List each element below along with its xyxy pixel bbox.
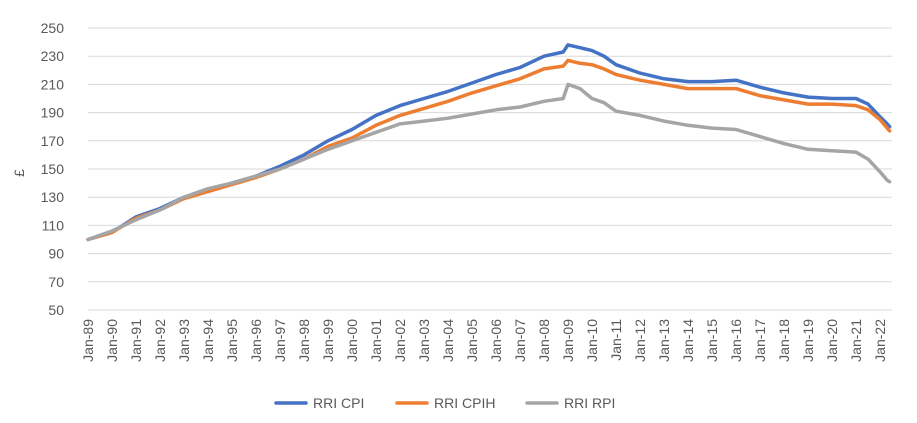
x-tick-label: Jan-14 — [680, 319, 696, 362]
x-tick-label: Jan-94 — [200, 319, 216, 362]
x-tick-label: Jan-04 — [440, 319, 456, 362]
x-tick-label: Jan-03 — [416, 319, 432, 362]
x-tick-label: Jan-08 — [536, 319, 552, 362]
y-tick-label: 70 — [48, 274, 64, 290]
series-line-rri-cpi — [86, 43, 892, 242]
y-tick-label: 150 — [41, 161, 65, 177]
y-tick-label: 130 — [41, 189, 65, 205]
x-tick-label: Jan-05 — [464, 319, 480, 362]
y-tick-label: 250 — [41, 20, 65, 36]
x-tick-label: Jan-98 — [296, 319, 312, 362]
x-tick-label: Jan-99 — [320, 319, 336, 362]
x-tick-label: Jan-97 — [272, 319, 288, 362]
x-tick-label: Jan-90 — [104, 319, 120, 362]
x-tick-label: Jan-10 — [584, 319, 600, 362]
legend: RRI CPI RRI CPIH RRI RPI — [274, 395, 615, 411]
x-tick-label: Jan-22 — [872, 319, 888, 362]
y-tick-label: 210 — [41, 76, 65, 92]
y-tick-label: 230 — [41, 48, 65, 64]
x-tick-label: Jan-21 — [848, 319, 864, 362]
x-tick-label: Jan-13 — [656, 319, 672, 362]
x-tick-label: Jan-17 — [752, 319, 768, 362]
y-tick-label: 90 — [48, 246, 64, 262]
series-line-rri-cpih — [86, 58, 892, 242]
y-tick-label: 50 — [48, 302, 64, 318]
series-lines — [86, 43, 892, 242]
x-tick-label: Jan-89 — [80, 319, 96, 362]
x-tick-label: Jan-20 — [824, 319, 840, 362]
series-line-rri-rpi — [86, 82, 892, 242]
x-tick-label: Jan-18 — [776, 319, 792, 362]
x-tick-label: Jan-02 — [392, 319, 408, 362]
y-axis-title: £ — [11, 169, 27, 177]
y-tick-label: 170 — [41, 133, 65, 149]
x-tick-label: Jan-12 — [632, 319, 648, 362]
y-tick-label: 110 — [42, 217, 65, 233]
x-tick-label: Jan-95 — [224, 319, 240, 362]
legend-label: RRI RPI — [564, 395, 615, 411]
x-tick-label: Jan-92 — [152, 319, 168, 362]
x-tick-label: Jan-01 — [368, 319, 384, 362]
x-axis-tick-labels: Jan-89 Jan-90 Jan-91 Jan-92 Jan-93 Jan-94 Jan-… — [80, 319, 888, 362]
y-tick-label: 190 — [41, 105, 65, 121]
x-tick-label: Jan-91 — [128, 319, 144, 362]
x-tick-label: Jan-15 — [704, 319, 720, 362]
legend-label: RRI CPI — [313, 395, 364, 411]
x-tick-label: Jan-19 — [800, 319, 816, 362]
x-tick-label: Jan-93 — [176, 319, 192, 362]
y-axis-tick-labels: 50 70 90 110 130 150 170 190 210 230 250 — [41, 20, 65, 318]
gridlines — [88, 27, 892, 311]
x-tick-label: Jan-16 — [728, 319, 744, 362]
legend-label: RRI CPIH — [434, 395, 495, 411]
x-tick-label: Jan-11 — [608, 319, 624, 361]
x-tick-label: Jan-06 — [488, 319, 504, 362]
x-tick-label: Jan-96 — [248, 319, 264, 362]
x-tick-label: Jan-09 — [560, 319, 576, 362]
x-tick-label: Jan-07 — [512, 319, 528, 362]
x-tick-label: Jan-00 — [344, 319, 360, 362]
